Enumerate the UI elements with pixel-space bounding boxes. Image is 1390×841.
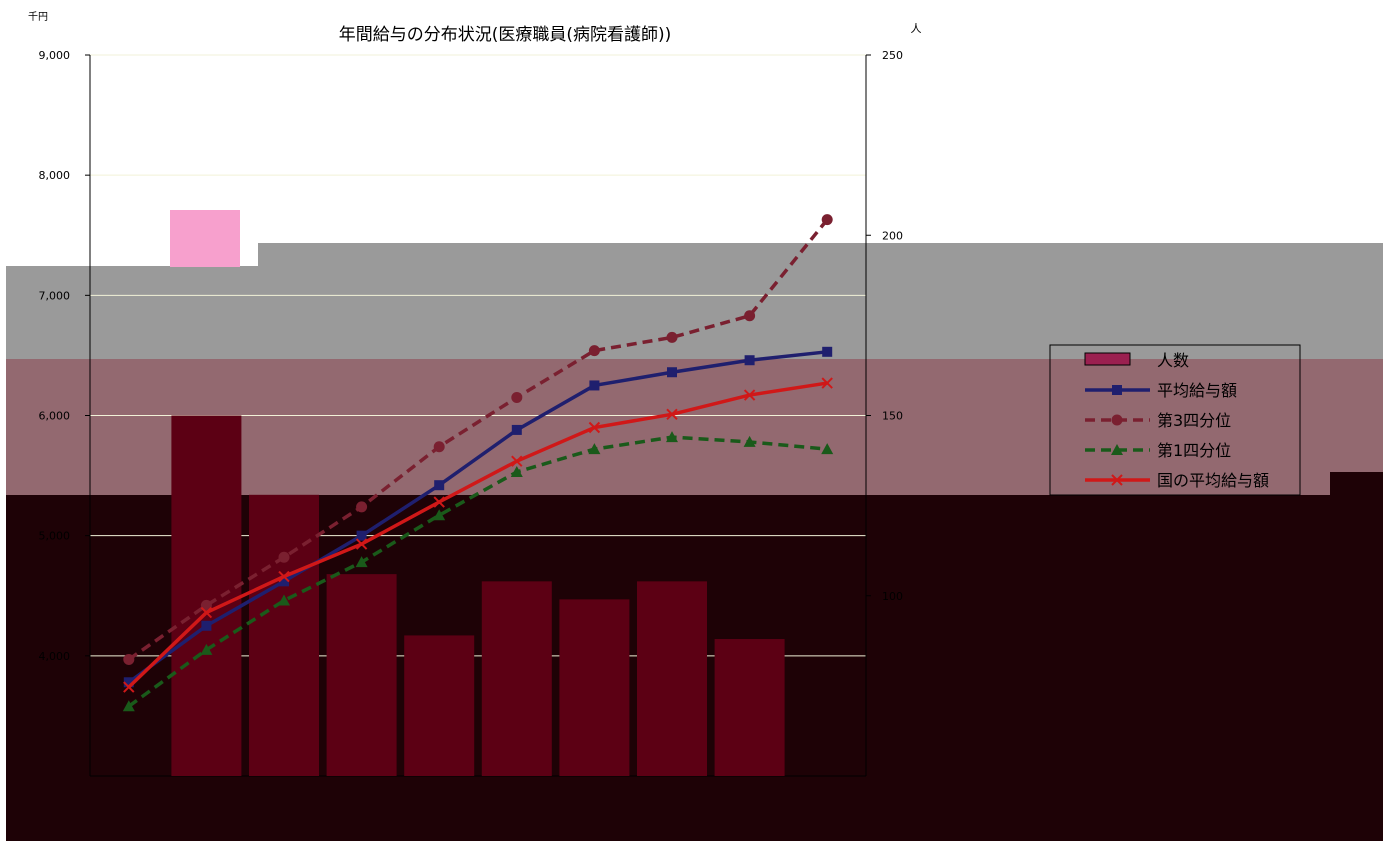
marker-square xyxy=(1112,385,1122,395)
series-circle xyxy=(123,214,833,665)
legend-swatch xyxy=(1084,352,1131,366)
marker-circle xyxy=(588,345,600,357)
left-tick-label: 4,000 xyxy=(39,650,71,663)
marker-triangle xyxy=(355,556,368,568)
marker-x xyxy=(1111,474,1123,486)
marker-square xyxy=(744,355,755,366)
marker-triangle xyxy=(510,465,523,477)
left-tick-label: 5,000 xyxy=(39,530,71,543)
series-line xyxy=(127,350,828,684)
series-line xyxy=(127,218,829,661)
marker-x xyxy=(355,538,368,550)
right-tick-label: 200 xyxy=(882,229,903,242)
marker-triangle xyxy=(821,443,834,455)
marker-square xyxy=(589,380,600,391)
marker-triangle xyxy=(200,643,213,655)
marker-x xyxy=(278,570,290,583)
artifact-pink-block xyxy=(170,210,240,267)
marker-circle xyxy=(511,391,523,403)
marker-triangle xyxy=(743,435,756,447)
marker-triangle xyxy=(122,700,135,712)
bar xyxy=(559,599,630,776)
marker-x xyxy=(821,377,833,389)
marker-triangle xyxy=(433,509,446,521)
marker-x xyxy=(123,681,135,693)
left-tick-label: 9,000 xyxy=(39,49,71,62)
marker-circle xyxy=(433,441,445,453)
marker-triangle xyxy=(588,443,601,455)
bar xyxy=(637,581,707,776)
marker-circle xyxy=(744,310,756,322)
legend-item: 第3四分位 xyxy=(1085,411,1231,430)
marker-circle xyxy=(356,501,368,513)
chart-title: 年間給与の分布状況(医療職員(病院看護師)) xyxy=(339,25,672,45)
legend-label: 国の平均給与額 xyxy=(1157,471,1269,490)
legend-item: 平均給与額 xyxy=(1085,381,1237,400)
marker-square xyxy=(667,367,677,378)
marker-triangle xyxy=(666,431,678,443)
marker-circle xyxy=(200,599,212,611)
artifact-dark-strip xyxy=(1330,472,1383,502)
legend-label: 平均給与額 xyxy=(1157,381,1237,400)
artifact-gray-band-1 xyxy=(258,243,1383,359)
marker-circle xyxy=(278,551,290,563)
legend-label: 第3四分位 xyxy=(1157,411,1231,430)
right-tick-label: 100 xyxy=(882,590,903,603)
series-square xyxy=(123,346,833,688)
left-tick-label: 6,000 xyxy=(39,410,71,423)
marker-x xyxy=(433,496,445,508)
legend-label: 人数 xyxy=(1157,351,1189,370)
right-axis-unit: 人 xyxy=(911,22,922,35)
marker-x xyxy=(588,421,601,434)
marker-square xyxy=(822,346,833,357)
series-triangle xyxy=(122,431,834,712)
bar xyxy=(326,574,397,776)
marker-square xyxy=(201,620,212,631)
series-line xyxy=(127,435,828,708)
marker-triangle xyxy=(278,594,290,606)
marker-x xyxy=(200,606,213,619)
marker-circle xyxy=(123,653,135,665)
legend-item: 人数 xyxy=(1084,351,1189,370)
bar xyxy=(481,581,552,776)
left-axis-unit: 千円 xyxy=(28,11,48,23)
marker-square xyxy=(279,576,289,587)
left-tick-label: 8,000 xyxy=(39,169,71,182)
right-tick-label: 250 xyxy=(882,49,903,62)
marker-square xyxy=(434,480,445,491)
marker-x xyxy=(743,389,756,401)
marker-square xyxy=(356,530,367,541)
marker-square xyxy=(511,424,522,435)
legend-item: 国の平均給与額 xyxy=(1085,471,1269,490)
legend-label: 第1四分位 xyxy=(1157,441,1231,460)
marker-x xyxy=(511,455,523,467)
marker-square xyxy=(123,677,134,688)
bar xyxy=(714,639,785,776)
series-x xyxy=(123,377,833,693)
series-line xyxy=(127,381,828,689)
marker-circle xyxy=(666,331,678,343)
right-tick-label: 150 xyxy=(882,410,903,423)
left-tick-label: 7,000 xyxy=(39,289,71,302)
bar xyxy=(249,494,319,776)
legend-box xyxy=(1049,344,1301,496)
marker-circle xyxy=(821,214,833,226)
bar xyxy=(171,415,242,776)
bar xyxy=(404,635,475,776)
legend-item: 第1四分位 xyxy=(1085,441,1231,460)
marker-triangle xyxy=(1111,444,1123,455)
marker-x xyxy=(666,408,678,421)
marker-circle xyxy=(1111,414,1123,426)
